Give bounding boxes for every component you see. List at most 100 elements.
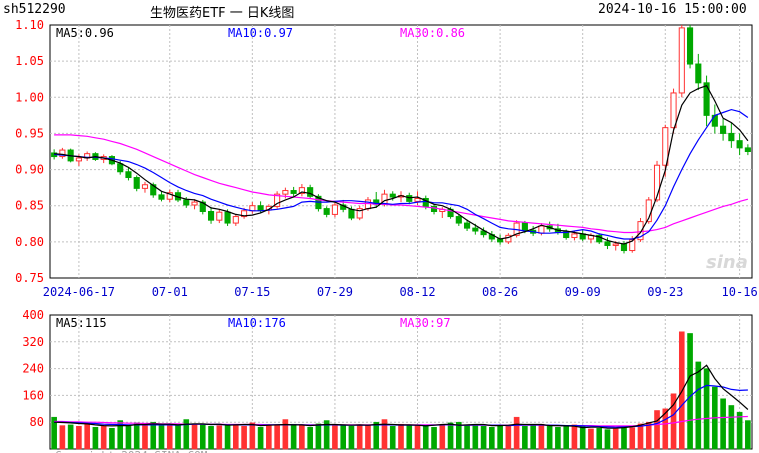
sina-watermark: sina <box>706 252 748 273</box>
volume-bar <box>166 424 173 450</box>
candle-body <box>430 205 438 212</box>
candle-body <box>158 194 165 200</box>
candle-body <box>464 222 471 229</box>
volume-bar <box>266 424 272 450</box>
candle-body <box>232 216 239 224</box>
candle-body <box>744 147 751 152</box>
candle-body <box>216 211 223 221</box>
candle-body <box>183 199 190 206</box>
volume-bar <box>703 368 710 450</box>
candle-body <box>472 227 479 232</box>
volume-bar <box>290 423 297 450</box>
volume-bar <box>645 421 652 450</box>
x-tick-label: 2024-06-17 <box>43 285 115 299</box>
candle-body <box>75 157 82 162</box>
volume-bar <box>274 425 280 450</box>
volume-bar <box>530 424 536 450</box>
volume-bar <box>728 405 735 450</box>
volume-bar <box>307 426 313 450</box>
candle-body <box>331 204 338 215</box>
candle-body <box>571 233 578 239</box>
volume-bar <box>422 425 429 450</box>
volume-bar <box>332 425 338 450</box>
volume-bar <box>431 426 437 450</box>
volume-bar <box>340 424 346 450</box>
volume-bar <box>414 425 421 450</box>
volume-y-tick-label: 240 <box>22 362 44 376</box>
volume-bar <box>257 426 264 450</box>
price-y-tick-label: 0.90 <box>15 163 44 177</box>
candle-body <box>414 197 421 202</box>
candle-body <box>670 92 677 129</box>
price-legend-ma10: MA10:0.97 <box>228 26 293 40</box>
volume-y-tick-label: 320 <box>22 335 44 349</box>
x-tick-label: 08-26 <box>482 285 518 299</box>
candle-body <box>133 177 140 189</box>
volume-bar <box>323 420 330 450</box>
candle-body <box>191 201 198 206</box>
volume-bar <box>571 424 578 450</box>
candle-body <box>686 27 694 65</box>
candle-body <box>282 190 289 195</box>
candle-body <box>505 234 512 243</box>
volume-bar <box>199 424 206 450</box>
volume-bar <box>563 425 569 450</box>
volume-bar <box>208 425 214 450</box>
candle-body <box>604 241 611 246</box>
candle-body <box>274 193 281 207</box>
volume-ma5-line <box>54 364 749 429</box>
x-tick-label: 09-23 <box>647 285 683 299</box>
x-tick-label: 09-09 <box>565 285 601 299</box>
volume-legend-ma30: MA30:97 <box>400 316 451 330</box>
candle-body <box>538 225 545 234</box>
volume-bar <box>439 424 446 450</box>
candle-body <box>563 231 570 239</box>
candle-body <box>348 208 355 219</box>
volume-bar <box>84 423 90 450</box>
candle-body <box>207 210 215 221</box>
volume-bar <box>133 422 140 450</box>
candle-body <box>141 184 149 189</box>
candle-body <box>662 127 669 166</box>
volume-bar <box>736 411 743 450</box>
volume-bar <box>76 425 82 450</box>
price-y-tick-label: 0.80 <box>15 235 44 249</box>
volume-bar <box>51 416 57 450</box>
volume-bar <box>596 427 603 450</box>
candle-body <box>653 164 661 201</box>
volume-bar <box>538 423 545 450</box>
volume-bar <box>100 425 107 450</box>
x-tick-label: 07-01 <box>152 285 188 299</box>
volume-bar <box>472 425 479 450</box>
volume-bar <box>282 419 289 450</box>
volume-bar <box>216 425 223 450</box>
candle-body <box>323 208 330 215</box>
volume-bar <box>158 425 165 450</box>
candle-body <box>307 187 314 197</box>
candle-body <box>521 222 528 231</box>
price-ma5-line <box>54 84 749 245</box>
volume-bar <box>546 425 553 450</box>
volume-bar <box>497 424 503 450</box>
candle-body <box>620 243 628 252</box>
candle-body <box>406 195 413 202</box>
volume-legend-ma5: MA5:115 <box>56 316 107 330</box>
volume-bar <box>588 428 594 450</box>
volume-bar <box>447 422 454 450</box>
volume-legend-ma10: MA10:176 <box>228 316 286 330</box>
candle-body <box>736 140 743 149</box>
volume-bar <box>456 421 462 450</box>
price-y-tick-label: 0.75 <box>15 271 44 285</box>
volume-ma10-line <box>54 384 748 428</box>
price-y-tick-label: 1.00 <box>15 90 44 104</box>
price-legend-ma5: MA5:0.96 <box>56 26 114 40</box>
price-y-tick-label: 0.95 <box>15 126 44 140</box>
volume-bar <box>637 423 644 450</box>
volume-bar <box>299 424 305 450</box>
volume-bar <box>687 333 693 450</box>
volume-bar <box>233 423 239 450</box>
price-y-tick-label: 0.85 <box>15 199 44 213</box>
volume-bar <box>555 426 561 450</box>
